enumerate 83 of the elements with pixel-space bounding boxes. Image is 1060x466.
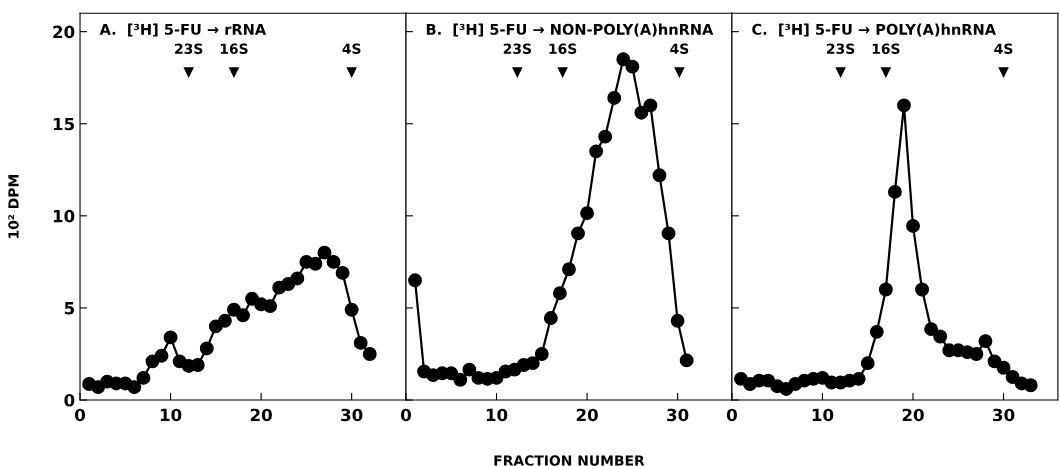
x-tick-label: 10 [160,408,182,422]
x-tick-label: 10 [486,408,508,422]
point [978,334,993,349]
point [362,347,377,361]
point [670,313,685,328]
point [580,206,595,221]
x-tick-label: 20 [902,408,924,422]
annotation: 23S [503,43,531,54]
y-tick-label: 5 [64,302,74,315]
annotation: 4S [994,43,1013,54]
y-tick-label: 10 [53,209,75,223]
point [607,91,622,105]
point [589,144,604,159]
x-tick-label: 30 [993,408,1015,422]
point [263,299,278,314]
point [353,335,368,350]
point [317,245,332,260]
text: B. [³H] 5-FU → NON-POLY(A)hnRNA [426,23,714,37]
point [643,98,658,113]
point [534,347,549,361]
point [335,265,350,280]
y-tick-label: 15 [53,117,75,131]
text: C. [³H] 5-FU → POLY(A)hnRNA [752,23,996,37]
x-tick-label: 20 [250,408,272,422]
x-tick-label: 30 [341,408,363,422]
y-tick-label: 20 [53,25,75,39]
point [462,362,477,377]
annotation: 16S [220,43,248,54]
point [851,371,866,386]
point [869,324,884,339]
annotation: 4S [342,43,361,54]
point [308,256,323,271]
point [525,356,540,371]
point [163,330,178,345]
point [652,168,667,183]
point [217,313,232,328]
x-tick-label: 0 [726,408,737,422]
point [344,302,359,317]
point [1023,378,1038,393]
point [326,254,341,269]
point [562,262,576,277]
point [616,52,631,67]
annotation: 4S [670,43,689,54]
point [552,286,567,301]
point [924,322,939,337]
x-tick-label: 0 [400,408,411,422]
point [878,282,893,297]
x-tick-label: 30 [667,408,689,422]
point [996,360,1011,375]
point [236,308,250,323]
text: A. [³H] 5-FU → rRNA [99,23,267,37]
point [625,59,640,74]
y-tick-label: 0 [64,393,75,407]
point [897,98,911,113]
point [915,282,930,297]
point [906,219,920,233]
point [408,273,422,288]
point [933,329,948,344]
point [290,271,305,286]
annotation: 23S [827,43,855,54]
x-tick-label: 10 [812,408,834,422]
y-axis-title: 10² DPM [8,175,19,238]
point [634,105,649,120]
point [679,353,694,368]
point [598,129,613,144]
point [199,341,214,356]
point [136,370,151,385]
point [453,372,468,387]
x-tick-label: 20 [576,408,598,422]
x-tick-label: 0 [75,408,86,422]
point [154,348,169,363]
point [190,358,205,372]
point [127,380,142,395]
point [969,347,984,361]
point [571,226,585,241]
point [887,184,902,199]
point [543,311,558,325]
point [860,356,875,371]
annotation: 16S [549,43,577,54]
annotation: 16S [872,43,900,54]
point [661,226,676,241]
annotation: 23S [175,43,203,54]
x-axis-title: FRACTION NUMBER [494,455,645,466]
